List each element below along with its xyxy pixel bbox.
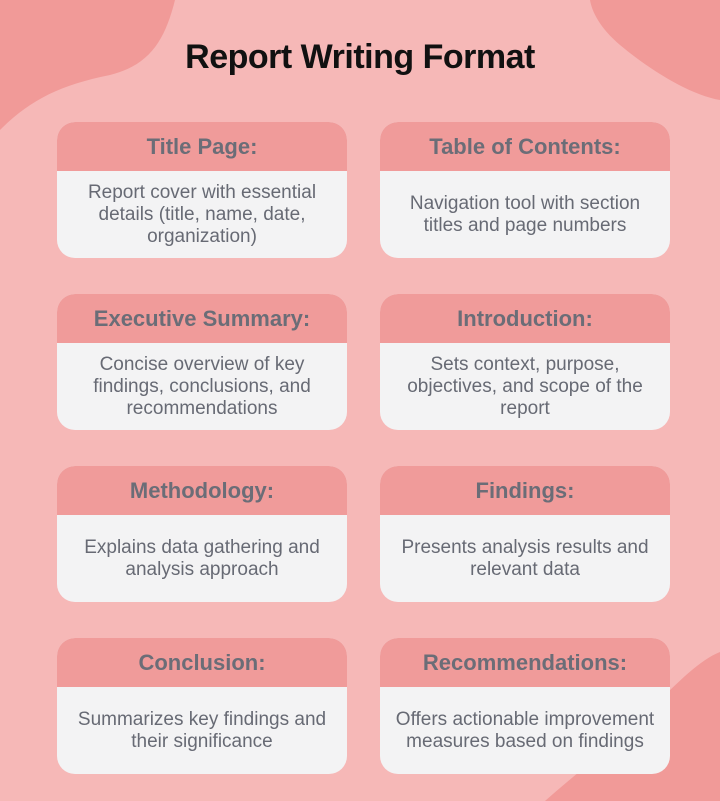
- section-card-methodology: Methodology: Explains data gathering and …: [57, 466, 347, 602]
- page-title: Report Writing Format: [185, 38, 535, 76]
- section-heading: Findings:: [380, 466, 670, 515]
- section-description: Presents analysis results and relevant d…: [401, 536, 649, 580]
- section-heading: Conclusion:: [57, 638, 347, 687]
- section-card-findings: Findings: Presents analysis results and r…: [380, 466, 670, 602]
- section-description: Navigation tool with section titles and …: [409, 192, 641, 236]
- section-heading: Title Page:: [57, 122, 347, 171]
- section-heading: Methodology:: [57, 466, 347, 515]
- section-card-conclusion: Conclusion: Summarizes key findings and t…: [57, 638, 347, 774]
- bottom-right-blob: [545, 652, 720, 801]
- section-card-table-of-contents: Table of Contents: Navigation tool with s…: [380, 122, 670, 258]
- section-heading: Introduction:: [380, 294, 670, 343]
- section-heading: Recommendations:: [380, 638, 670, 687]
- section-description: Concise overview of key findings, conclu…: [93, 353, 311, 419]
- section-description: Summarizes key findings and their signif…: [77, 708, 327, 752]
- section-card-executive-summary: Executive Summary: Concise overview of ke…: [57, 294, 347, 430]
- section-heading: Table of Contents:: [380, 122, 670, 171]
- section-description: Report cover with essential details (tit…: [87, 181, 317, 247]
- section-description: Explains data gathering and analysis app…: [84, 536, 320, 580]
- section-description: Offers actionable improvement measures b…: [395, 708, 655, 752]
- section-card-recommendations: Recommendations: Offers actionable improv…: [380, 638, 670, 774]
- section-card-title-page: Title Page: Report cover with essential d…: [57, 122, 347, 258]
- section-description: Sets context, purpose, objectives, and s…: [407, 353, 643, 419]
- top-left-blob: [0, 0, 175, 130]
- section-heading: Executive Summary:: [57, 294, 347, 343]
- top-right-blob: [590, 0, 720, 100]
- section-card-introduction: Introduction: Sets context, purpose, obje…: [380, 294, 670, 430]
